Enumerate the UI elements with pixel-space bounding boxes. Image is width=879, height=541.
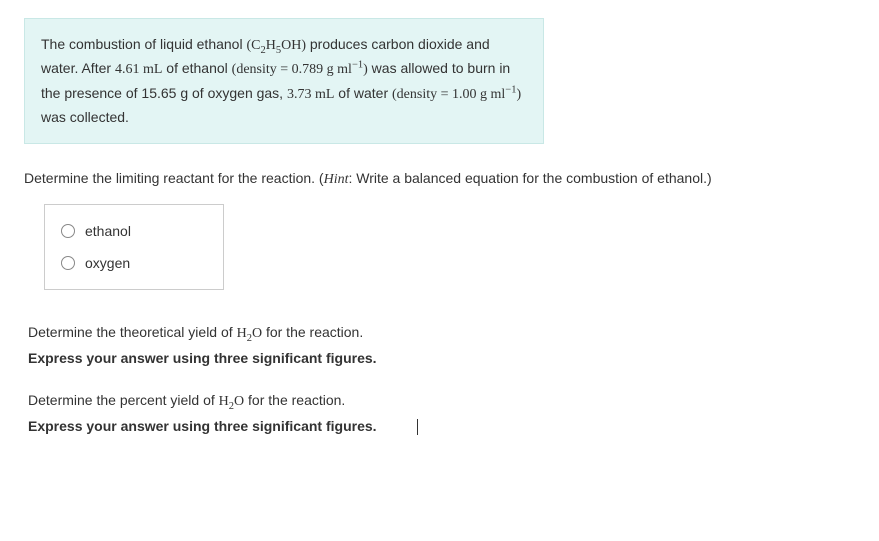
text: Determine the limiting reactant for the … <box>24 170 324 186</box>
option-label: ethanol <box>85 223 131 239</box>
density-water: (density = 1.00 g ml−1) <box>392 87 521 102</box>
q3-prompt: Determine the percent yield of H2O for t… <box>28 392 855 410</box>
text: of ethanol <box>162 60 231 76</box>
text: of oxygen gas, <box>188 85 287 101</box>
option-ethanol[interactable]: ethanol <box>45 215 223 247</box>
option-label: oxygen <box>85 255 130 271</box>
ethanol-volume: 4.61 mL <box>115 62 162 77</box>
radio-icon <box>61 256 75 270</box>
text: was collected. <box>41 109 129 125</box>
q1-options: ethanol oxygen <box>44 204 224 290</box>
text: for the reaction. <box>262 324 363 340</box>
text: of water <box>334 85 392 101</box>
q1-prompt: Determine the limiting reactant for the … <box>24 168 855 190</box>
density-ethanol: (density = 0.789 g ml−1) <box>232 62 368 77</box>
text: for the reaction. <box>244 392 345 408</box>
text: Determine the theoretical yield of <box>28 324 237 340</box>
radio-icon <box>61 224 75 238</box>
ethanol-formula: (C2H5OH) <box>246 38 306 53</box>
text-cursor <box>417 419 418 435</box>
water-volume: 3.73 mL <box>287 87 334 102</box>
q2-instruction: Express your answer using three signific… <box>28 350 855 366</box>
text: Determine the percent yield of <box>28 392 219 408</box>
problem-statement-box: The combustion of liquid ethanol (C2H5OH… <box>24 18 544 144</box>
oxygen-mass: 15.65 g <box>141 85 188 101</box>
option-oxygen[interactable]: oxygen <box>45 247 223 279</box>
water-formula: H2O <box>237 326 263 341</box>
q2-prompt: Determine the theoretical yield of H2O f… <box>28 324 855 342</box>
water-formula: H2O <box>219 394 245 409</box>
hint-text: : Write a balanced equation for the comb… <box>348 170 711 186</box>
text: The combustion of liquid ethanol <box>41 36 246 52</box>
q3-instruction: Express your answer using three signific… <box>28 418 855 435</box>
hint-label: Hint <box>324 172 349 187</box>
